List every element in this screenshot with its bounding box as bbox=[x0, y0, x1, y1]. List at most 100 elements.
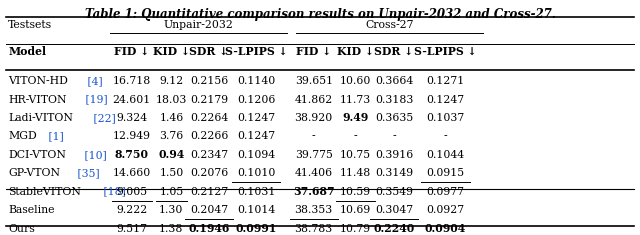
Text: [22]: [22] bbox=[90, 113, 116, 123]
Text: 10.60: 10.60 bbox=[340, 76, 371, 86]
Text: HR-VITON: HR-VITON bbox=[8, 94, 67, 105]
Text: 39.651: 39.651 bbox=[294, 76, 333, 86]
Text: Testsets: Testsets bbox=[8, 20, 52, 30]
Text: 0.1247: 0.1247 bbox=[426, 94, 465, 105]
Text: KID ↓: KID ↓ bbox=[337, 46, 374, 57]
Text: StableVITON: StableVITON bbox=[8, 187, 81, 197]
Text: 0.94: 0.94 bbox=[158, 149, 184, 160]
Text: 37.687: 37.687 bbox=[293, 186, 335, 197]
Text: 0.3664: 0.3664 bbox=[375, 76, 413, 86]
Text: -: - bbox=[354, 131, 358, 141]
Text: [35]: [35] bbox=[74, 168, 100, 178]
Text: [19]: [19] bbox=[83, 94, 108, 105]
Text: 0.1094: 0.1094 bbox=[237, 150, 275, 160]
Text: Ours: Ours bbox=[8, 223, 35, 234]
Text: 10.59: 10.59 bbox=[340, 187, 371, 197]
Text: 0.2076: 0.2076 bbox=[190, 168, 228, 178]
Text: 11.48: 11.48 bbox=[340, 168, 371, 178]
Text: 0.1206: 0.1206 bbox=[237, 94, 275, 105]
Text: Ladi-VITON: Ladi-VITON bbox=[8, 113, 73, 123]
Text: 18.03: 18.03 bbox=[156, 94, 187, 105]
Text: 10.75: 10.75 bbox=[340, 150, 371, 160]
Text: 9.12: 9.12 bbox=[159, 76, 184, 86]
Text: 16.718: 16.718 bbox=[113, 76, 151, 86]
Text: 0.3635: 0.3635 bbox=[375, 113, 413, 123]
Text: 0.1247: 0.1247 bbox=[237, 131, 275, 141]
Text: MGD: MGD bbox=[8, 131, 37, 141]
Text: 0.0977: 0.0977 bbox=[426, 187, 465, 197]
Text: 38.783: 38.783 bbox=[294, 223, 333, 234]
Text: -: - bbox=[444, 131, 447, 141]
Text: Unpair-2032: Unpair-2032 bbox=[164, 20, 234, 30]
Text: 1.46: 1.46 bbox=[159, 113, 184, 123]
Text: 9.517: 9.517 bbox=[116, 223, 147, 234]
Text: Baseline: Baseline bbox=[8, 205, 55, 215]
Text: 11.73: 11.73 bbox=[340, 94, 371, 105]
Text: 3.76: 3.76 bbox=[159, 131, 184, 141]
Text: 0.0904: 0.0904 bbox=[425, 223, 466, 234]
Text: 24.601: 24.601 bbox=[113, 94, 151, 105]
Text: 9.222: 9.222 bbox=[116, 205, 147, 215]
Text: SDR ↓: SDR ↓ bbox=[189, 46, 228, 57]
Text: 10.79: 10.79 bbox=[340, 223, 371, 234]
Text: 0.3183: 0.3183 bbox=[375, 94, 413, 105]
Text: 0.2347: 0.2347 bbox=[190, 150, 228, 160]
Text: -: - bbox=[392, 131, 396, 141]
Text: 0.1037: 0.1037 bbox=[426, 113, 465, 123]
Text: 0.1014: 0.1014 bbox=[237, 205, 275, 215]
Text: 12.949: 12.949 bbox=[113, 131, 151, 141]
Text: 8.750: 8.750 bbox=[115, 149, 149, 160]
Text: DCI-VTON: DCI-VTON bbox=[8, 150, 66, 160]
Text: 0.1140: 0.1140 bbox=[237, 76, 275, 86]
Text: Table 1: Quantitative comparison results on Unpair-2032 and Cross-27.: Table 1: Quantitative comparison results… bbox=[84, 8, 556, 21]
Text: 0.1031: 0.1031 bbox=[237, 187, 275, 197]
Text: 1.38: 1.38 bbox=[159, 223, 184, 234]
Text: 0.3549: 0.3549 bbox=[375, 187, 413, 197]
Text: 39.775: 39.775 bbox=[295, 150, 333, 160]
Text: [10]: [10] bbox=[81, 150, 108, 160]
Text: 9.005: 9.005 bbox=[116, 187, 147, 197]
Text: -: - bbox=[312, 131, 316, 141]
Text: Model: Model bbox=[8, 46, 47, 57]
Text: FID ↓: FID ↓ bbox=[114, 46, 150, 57]
Text: [1]: [1] bbox=[45, 131, 63, 141]
Text: 14.660: 14.660 bbox=[113, 168, 151, 178]
Text: 0.2266: 0.2266 bbox=[190, 131, 228, 141]
Text: S-LPIPS ↓: S-LPIPS ↓ bbox=[225, 46, 287, 57]
Text: [18]: [18] bbox=[100, 187, 126, 197]
Text: 0.0915: 0.0915 bbox=[426, 168, 465, 178]
Text: VITON-HD: VITON-HD bbox=[8, 76, 68, 86]
Text: 0.1044: 0.1044 bbox=[426, 150, 465, 160]
Text: 0.0927: 0.0927 bbox=[426, 205, 465, 215]
Text: 38.920: 38.920 bbox=[294, 113, 333, 123]
Text: 0.1247: 0.1247 bbox=[237, 113, 275, 123]
Text: 0.1271: 0.1271 bbox=[426, 76, 465, 86]
Text: 0.2264: 0.2264 bbox=[190, 113, 228, 123]
Text: 0.3149: 0.3149 bbox=[375, 168, 413, 178]
Text: 0.2047: 0.2047 bbox=[190, 205, 228, 215]
Text: SDR ↓: SDR ↓ bbox=[374, 46, 413, 57]
Text: 0.2179: 0.2179 bbox=[190, 94, 228, 105]
Text: 0.3047: 0.3047 bbox=[375, 205, 413, 215]
Text: 41.862: 41.862 bbox=[294, 94, 333, 105]
Text: 1.30: 1.30 bbox=[159, 205, 184, 215]
Text: KID ↓: KID ↓ bbox=[153, 46, 190, 57]
Text: [4]: [4] bbox=[84, 76, 102, 86]
Text: Cross-27: Cross-27 bbox=[365, 20, 414, 30]
Text: 0.2156: 0.2156 bbox=[190, 76, 228, 86]
Text: GP-VTON: GP-VTON bbox=[8, 168, 60, 178]
Text: 38.353: 38.353 bbox=[294, 205, 333, 215]
Text: 0.0991: 0.0991 bbox=[236, 223, 276, 234]
Text: 41.406: 41.406 bbox=[294, 168, 333, 178]
Text: 0.2127: 0.2127 bbox=[190, 187, 228, 197]
Text: S-LPIPS ↓: S-LPIPS ↓ bbox=[414, 46, 477, 57]
Text: 0.1010: 0.1010 bbox=[237, 168, 275, 178]
Text: 10.69: 10.69 bbox=[340, 205, 371, 215]
Text: 9.324: 9.324 bbox=[116, 113, 147, 123]
Text: 0.1946: 0.1946 bbox=[188, 223, 230, 234]
Text: 1.50: 1.50 bbox=[159, 168, 184, 178]
Text: 9.49: 9.49 bbox=[342, 113, 369, 123]
Text: 0.3916: 0.3916 bbox=[375, 150, 413, 160]
Text: FID ↓: FID ↓ bbox=[296, 46, 332, 57]
Text: 0.2240: 0.2240 bbox=[373, 223, 415, 234]
